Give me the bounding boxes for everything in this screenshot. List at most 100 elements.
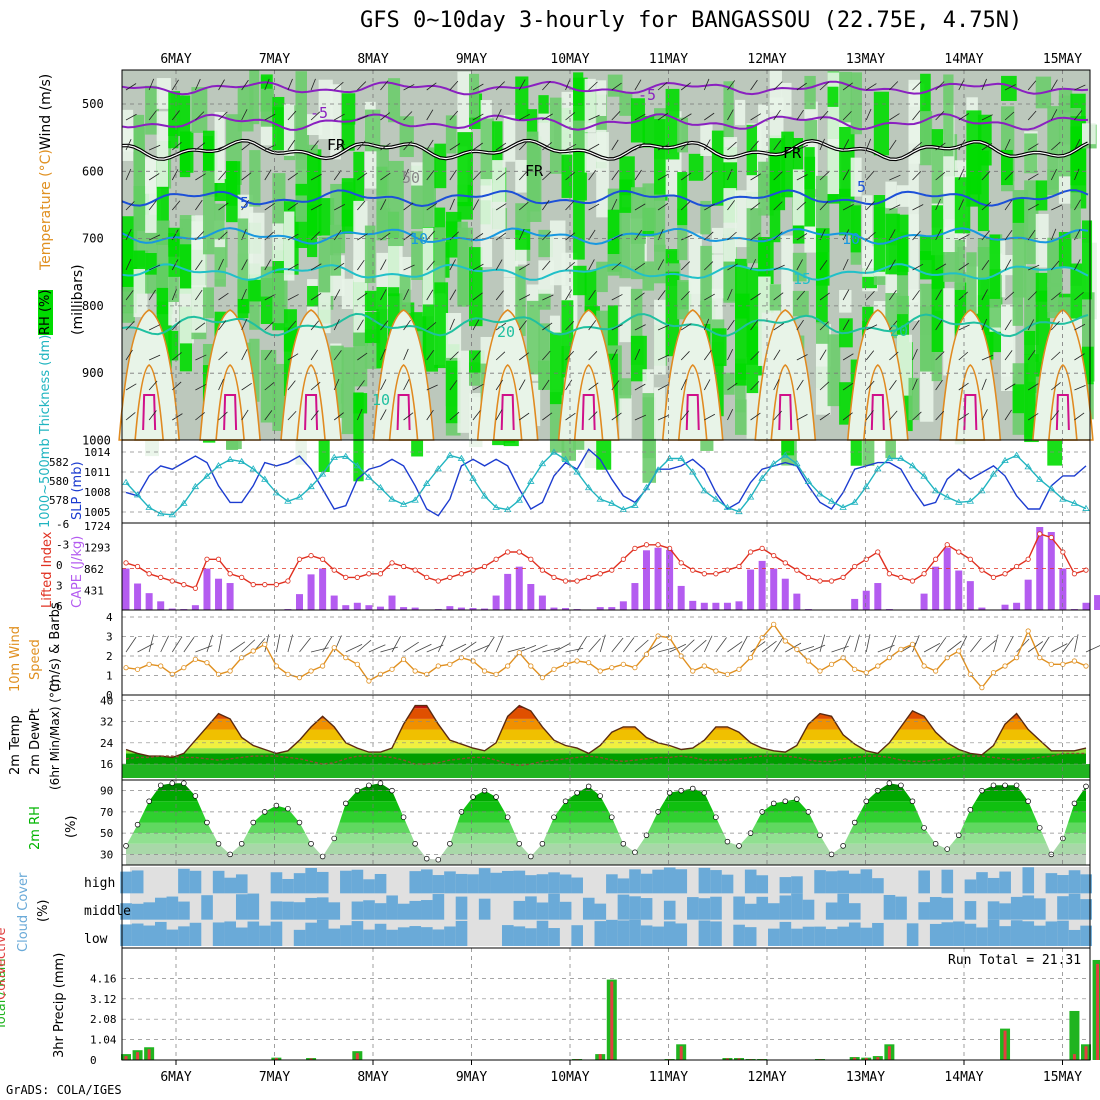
wind-barb (264, 113, 276, 121)
cloud-level-middle: middle (84, 904, 131, 919)
thickness-line-point (457, 454, 466, 461)
cloud-cell (1034, 898, 1046, 920)
wind10-barb (472, 644, 490, 653)
wind10-barb (241, 639, 256, 653)
lifted-index-line-point (967, 556, 973, 562)
lifted-index-line-point (771, 553, 777, 559)
wind-barb (495, 351, 506, 361)
rh-band (126, 833, 1086, 844)
cloud-cell (282, 901, 294, 920)
cloud-cell (663, 900, 676, 920)
lifted-index-line-point (458, 571, 465, 577)
lifted-index-line-point (239, 574, 245, 580)
date-label-top: 8MAY (357, 52, 388, 67)
wind-barb (565, 379, 573, 391)
wind-barb (680, 323, 692, 331)
temp-contour-25 (862, 364, 893, 441)
wind10-speed-line-point (262, 641, 268, 647)
lifted-index-line-point (320, 556, 326, 562)
wind10-barb (414, 643, 432, 653)
li-tick-3: 3 (56, 580, 63, 593)
cloud-cell (363, 879, 375, 894)
rh-band (126, 854, 1086, 865)
wind10-barb (542, 647, 560, 653)
cloud-cell (629, 919, 641, 946)
wind-barb (125, 201, 135, 211)
wind-barb (611, 380, 620, 391)
thickness-line-point (388, 495, 396, 502)
lifted-index-line-point (1060, 549, 1066, 555)
wind-barb (634, 113, 646, 121)
lifted-index-line-point (794, 567, 800, 573)
wind-barb (310, 320, 320, 331)
wind-barb (195, 199, 203, 211)
wind-barb (1027, 319, 1035, 331)
temp-tick-24: 24 (100, 737, 114, 750)
cloud-cell (571, 877, 583, 894)
cloud-cell (941, 897, 954, 920)
thickness-line-point (955, 498, 963, 505)
lifted-index-line-point (713, 571, 719, 577)
wind-barb (958, 113, 970, 121)
lifted-index-line-point (435, 578, 441, 584)
wind10-speed-line-point (805, 658, 812, 664)
rh-point (285, 805, 291, 812)
contour-label: 10 (372, 391, 390, 409)
wind-barb (1027, 173, 1039, 181)
wind-barb (981, 289, 988, 301)
date-label-top: 12MAY (747, 52, 786, 67)
thickness-line-point (920, 472, 928, 479)
wind-barb (565, 78, 571, 91)
wind-barb (703, 379, 711, 391)
wind-barb (865, 410, 874, 421)
cape-bar (562, 608, 570, 610)
contour-minus10 (121, 80, 1089, 96)
wind10-speed-line-point (308, 668, 314, 674)
cloud-cell (548, 928, 560, 946)
wind10-speed-line-point (643, 651, 650, 657)
rh-point (689, 785, 696, 792)
wind-barb (935, 172, 946, 181)
wind-barb (796, 414, 808, 421)
rh-patch (573, 265, 587, 296)
rh-point (412, 840, 418, 847)
wind10-speed-line-point (158, 663, 164, 669)
wind-barb (889, 174, 901, 181)
cloud-cell (791, 876, 803, 894)
wind-barb (241, 383, 252, 391)
wind-barb (171, 79, 179, 91)
wind-barb (912, 110, 921, 121)
cloud-cell (478, 898, 491, 920)
rh-patch (711, 341, 724, 417)
wind-barb (426, 409, 434, 421)
rh-patch (654, 299, 666, 375)
wind-barb (287, 110, 297, 121)
rh-patch (746, 191, 762, 264)
cloud-cell (733, 924, 745, 946)
thick-tick-582: 582 (49, 456, 69, 469)
thickness-line-point (515, 496, 523, 503)
lifted-index-line-point (597, 571, 603, 577)
wind-barb (172, 413, 183, 421)
cloud-cell (131, 903, 144, 920)
wind-barb (773, 201, 783, 211)
wind10-speed-line-point (771, 621, 777, 627)
rh-patch (1082, 346, 1094, 385)
wind-barb (542, 113, 553, 121)
temp-tick-32: 32 (100, 716, 113, 729)
wind-barb (357, 200, 366, 211)
wind-barb (1004, 350, 1013, 361)
wind-barb (171, 169, 179, 181)
wind-barb (1004, 259, 1012, 271)
rh-patch (850, 205, 861, 253)
wind-barb (287, 172, 298, 181)
wind-barb (542, 80, 551, 91)
wind-barb (588, 259, 595, 271)
cape-bar (342, 605, 350, 610)
wind-barb (218, 202, 229, 211)
date-label-top: 6MAY (160, 52, 191, 67)
cloud-cell (756, 896, 769, 920)
rh-patch (723, 188, 737, 262)
wind10-speed-line-point (204, 660, 210, 666)
wind-barb (750, 412, 761, 421)
